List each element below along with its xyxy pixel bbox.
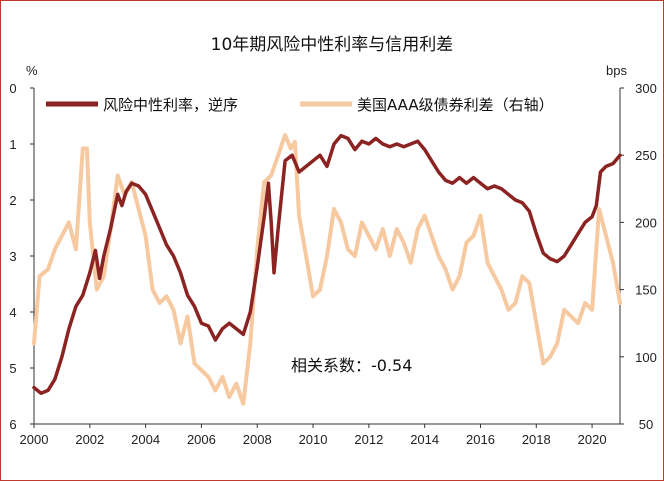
y-right-tick-label: 150 bbox=[635, 283, 657, 298]
legend-label-series-1: 风险中性利率，逆序 bbox=[103, 96, 238, 114]
y-left-tick-label: 3 bbox=[9, 249, 16, 264]
x-tick-label: 2010 bbox=[299, 432, 328, 447]
y-right-tick-label: 300 bbox=[635, 81, 657, 96]
x-tick-label: 2012 bbox=[354, 432, 383, 447]
x-tick-label: 2006 bbox=[187, 432, 216, 447]
y-right-tick-label: 250 bbox=[635, 148, 657, 163]
x-tick-label: 2008 bbox=[243, 432, 272, 447]
x-tick-label: 2020 bbox=[578, 432, 607, 447]
y-right-tick-label: 200 bbox=[635, 215, 657, 230]
left-axis-unit: % bbox=[26, 63, 38, 78]
right-axis-unit: bps bbox=[606, 63, 627, 78]
series-layer bbox=[32, 133, 622, 406]
y-left-tick-label: 2 bbox=[9, 193, 16, 208]
chart-title: 10年期风险中性利率与信用利差 bbox=[211, 35, 454, 55]
x-tick-label: 2000 bbox=[20, 432, 49, 447]
legend-label-series-2: 美国AAA级债券利差（右轴） bbox=[357, 96, 554, 114]
x-tick-label: 2014 bbox=[410, 432, 439, 447]
x-tick-label: 2018 bbox=[522, 432, 551, 447]
y-left-tick-label: 4 bbox=[9, 305, 16, 320]
y-left-tick-label: 6 bbox=[9, 417, 16, 432]
y-left-tick-label: 5 bbox=[9, 361, 16, 376]
correlation-annotation: 相关系数：-0.54 bbox=[291, 356, 412, 375]
x-tick-label: 2002 bbox=[75, 432, 104, 447]
y-right-tick-label: 100 bbox=[635, 350, 657, 365]
y-left-tick-label: 0 bbox=[9, 81, 16, 96]
y-left-tick-label: 1 bbox=[9, 137, 16, 152]
axes: 2000 2002 2004 2006 2008 2010 2012 2014 2016 2018… bbox=[9, 81, 656, 447]
x-tick-label: 2004 bbox=[131, 432, 160, 447]
legend: 风险中性利率，逆序 美国AAA级债券利差（右轴） bbox=[46, 96, 554, 114]
series-line-1 bbox=[32, 133, 622, 395]
y-right-tick-label: 50 bbox=[639, 417, 653, 432]
x-tick-label: 2016 bbox=[466, 432, 495, 447]
